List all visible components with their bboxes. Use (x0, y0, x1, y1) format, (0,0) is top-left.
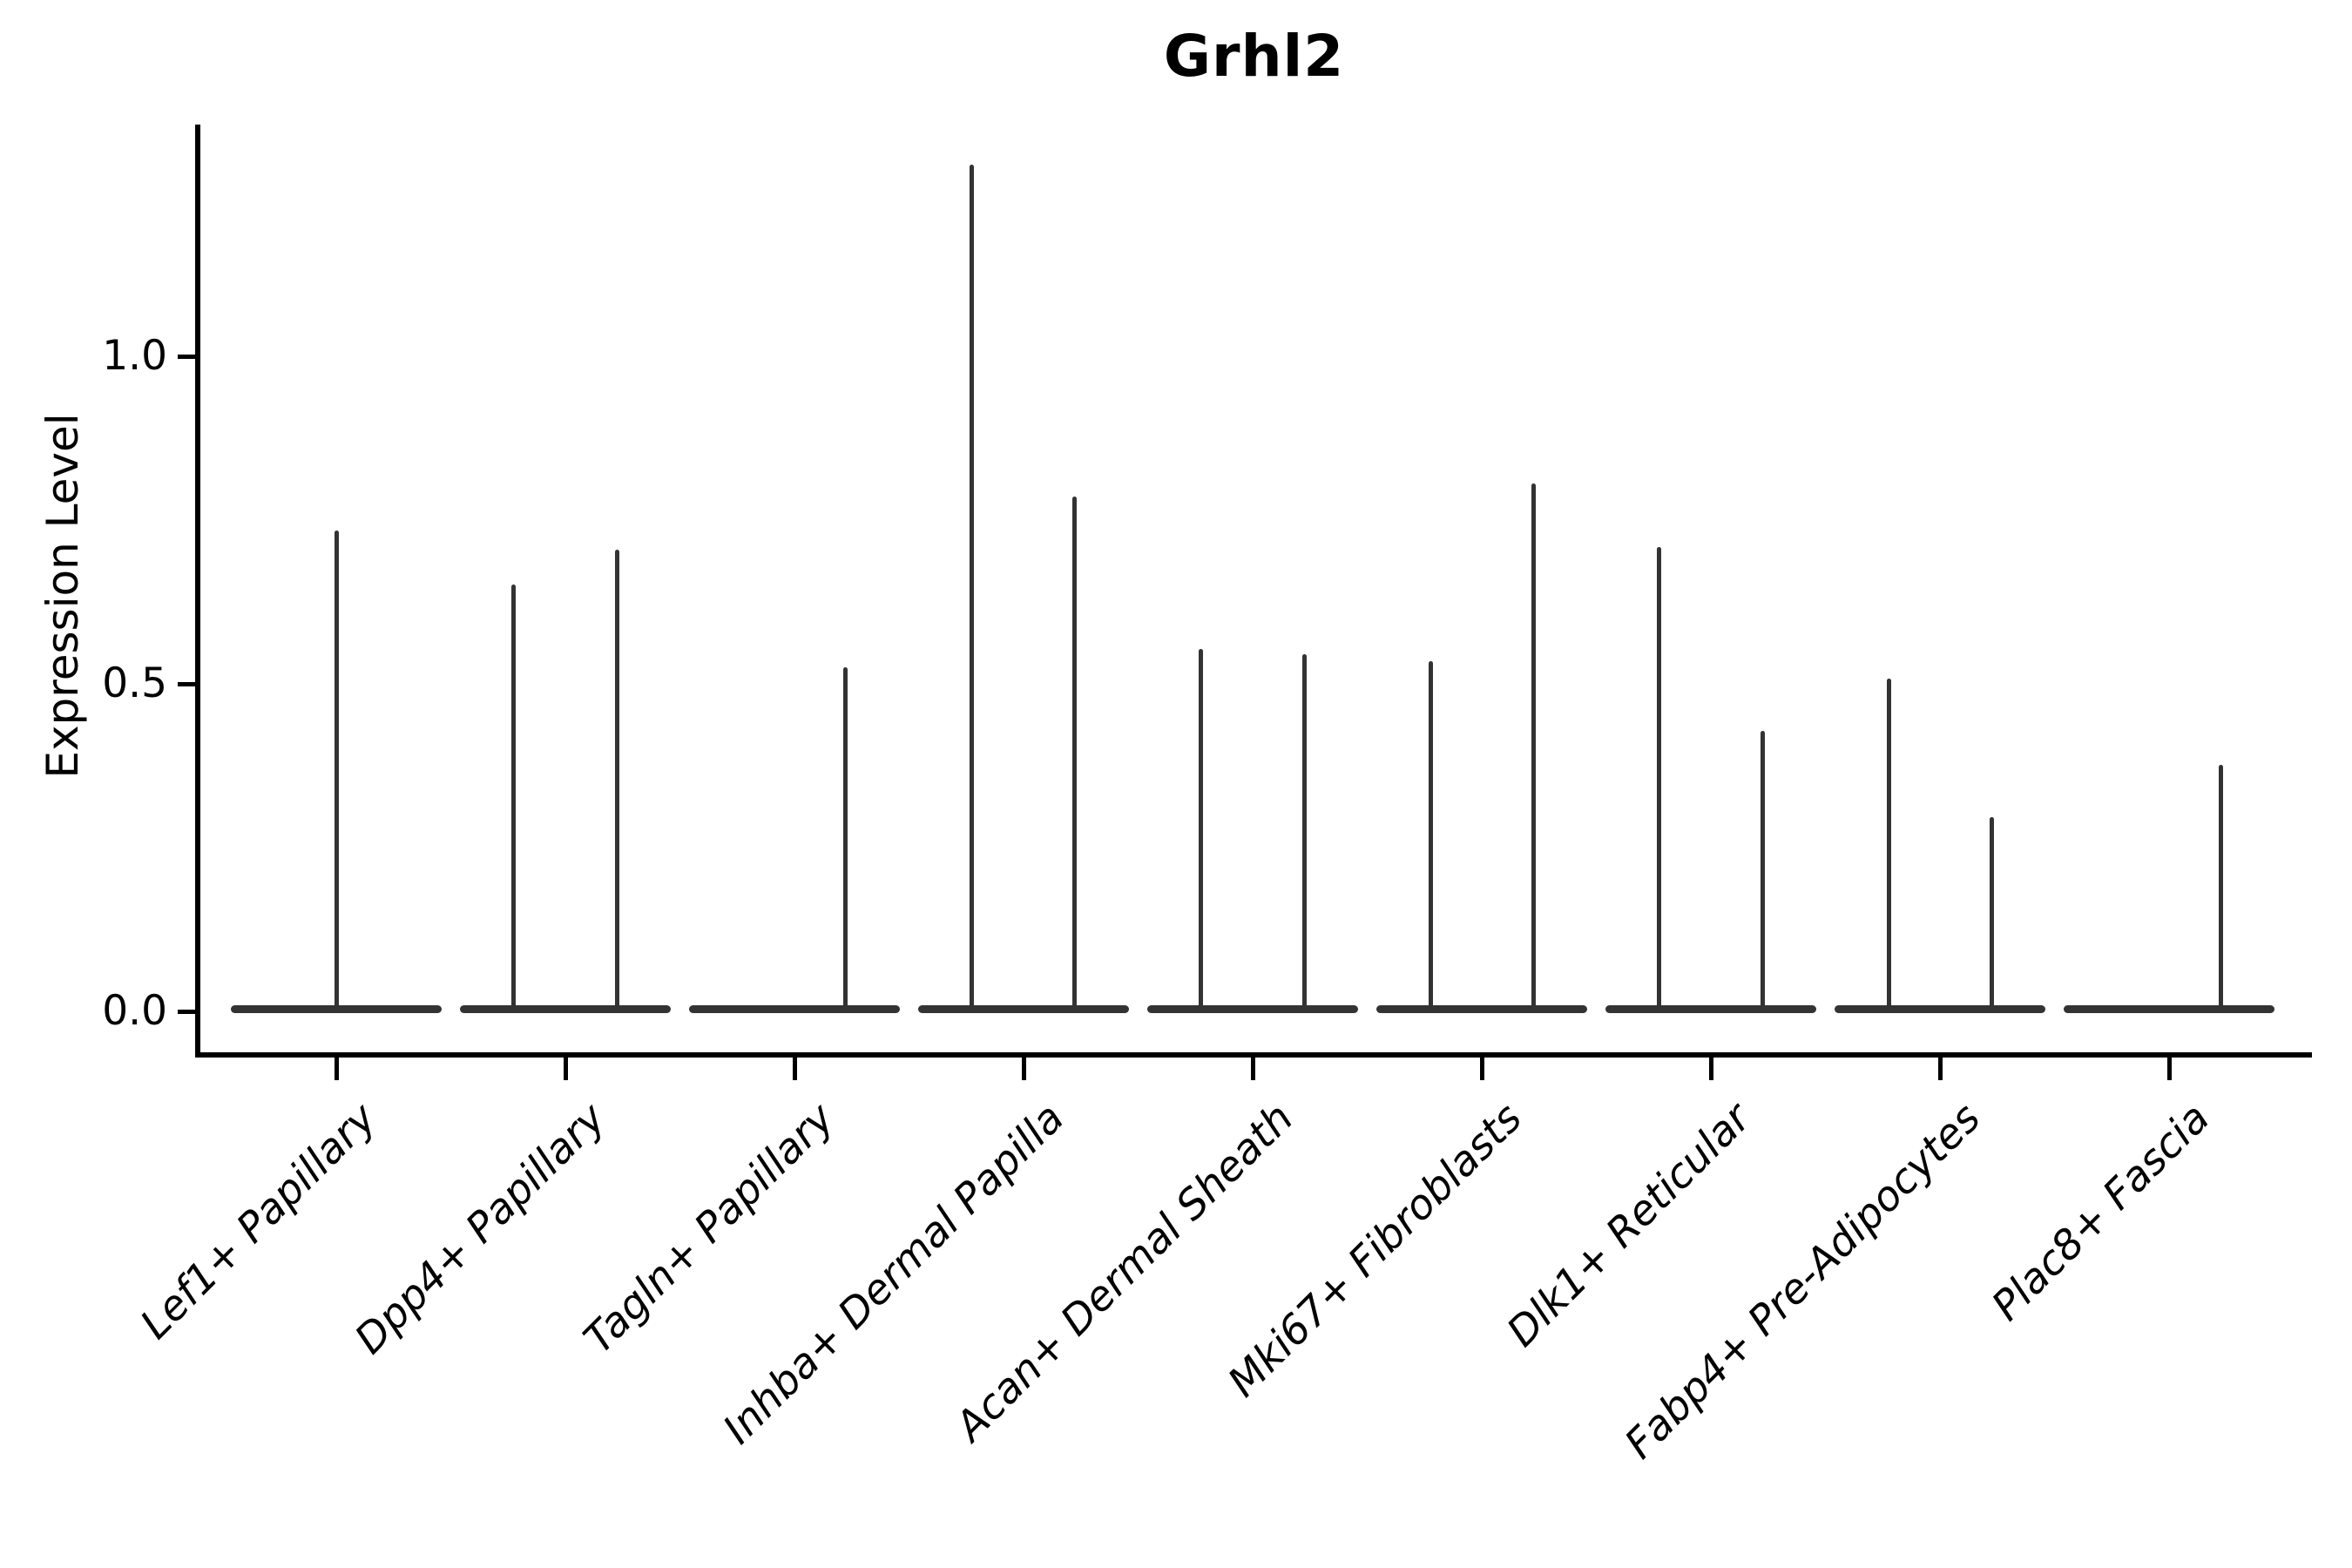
x-tick-mark (334, 1058, 339, 1080)
x-tick-mark (2166, 1058, 2172, 1080)
x-tick-label: Plac8+ Fascia (1982, 1094, 2219, 1331)
violin-base (231, 1005, 442, 1013)
y-tick-label: 1.0 (102, 332, 167, 380)
x-tick-mark (792, 1058, 797, 1080)
x-tick-mark (563, 1058, 568, 1080)
violin-spike (1198, 649, 1203, 1009)
y-tick-mark (178, 354, 196, 359)
y-axis-spine (195, 125, 200, 1058)
x-tick-mark (1708, 1058, 1713, 1080)
violin-base (689, 1005, 900, 1013)
violin-spike (969, 164, 974, 1009)
y-tick-mark (178, 681, 196, 686)
x-tick-mark (1479, 1058, 1484, 1080)
x-tick-mark (1937, 1058, 1943, 1080)
x-axis-spine (195, 1052, 2312, 1058)
violin-spike (1428, 660, 1433, 1009)
violin-spike (334, 531, 339, 1009)
x-tick-label: Dlk1+ Reticular (1497, 1094, 1761, 1356)
violin-spike (1531, 483, 1536, 1009)
violin-spike (1760, 731, 1765, 1009)
violin-base (1835, 1005, 2045, 1013)
violin-base (918, 1005, 1129, 1013)
violin-spike (1886, 678, 1891, 1009)
violin-base (1147, 1005, 1358, 1013)
y-axis-label: Expression Level (37, 413, 88, 779)
y-tick-mark (178, 1009, 196, 1014)
violin-spike (1301, 654, 1307, 1009)
x-tick-label: Dpp4+ Papillary (345, 1094, 615, 1364)
violin-spike (614, 549, 619, 1009)
violin-spike (1071, 496, 1077, 1009)
x-tick-mark (1021, 1058, 1026, 1080)
plot-title: Grhl2 (1163, 23, 1345, 90)
x-tick-mark (1250, 1058, 1255, 1080)
y-tick-label: 0.5 (102, 659, 167, 707)
violin-spike (1656, 546, 1661, 1009)
violin-spike (2218, 765, 2223, 1009)
violin-spike (1989, 816, 1994, 1009)
violin-base (1376, 1005, 1587, 1013)
y-tick-label: 0.0 (102, 987, 167, 1035)
violin-spike (842, 667, 848, 1009)
violin-spike (510, 584, 516, 1009)
x-tick-label: Lef1+ Papillary (131, 1094, 386, 1349)
violin-base (2064, 1005, 2274, 1013)
violin-base (1605, 1005, 1816, 1013)
violin-base (460, 1005, 671, 1013)
x-tick-label: Tagln+ Papillary (575, 1094, 844, 1363)
